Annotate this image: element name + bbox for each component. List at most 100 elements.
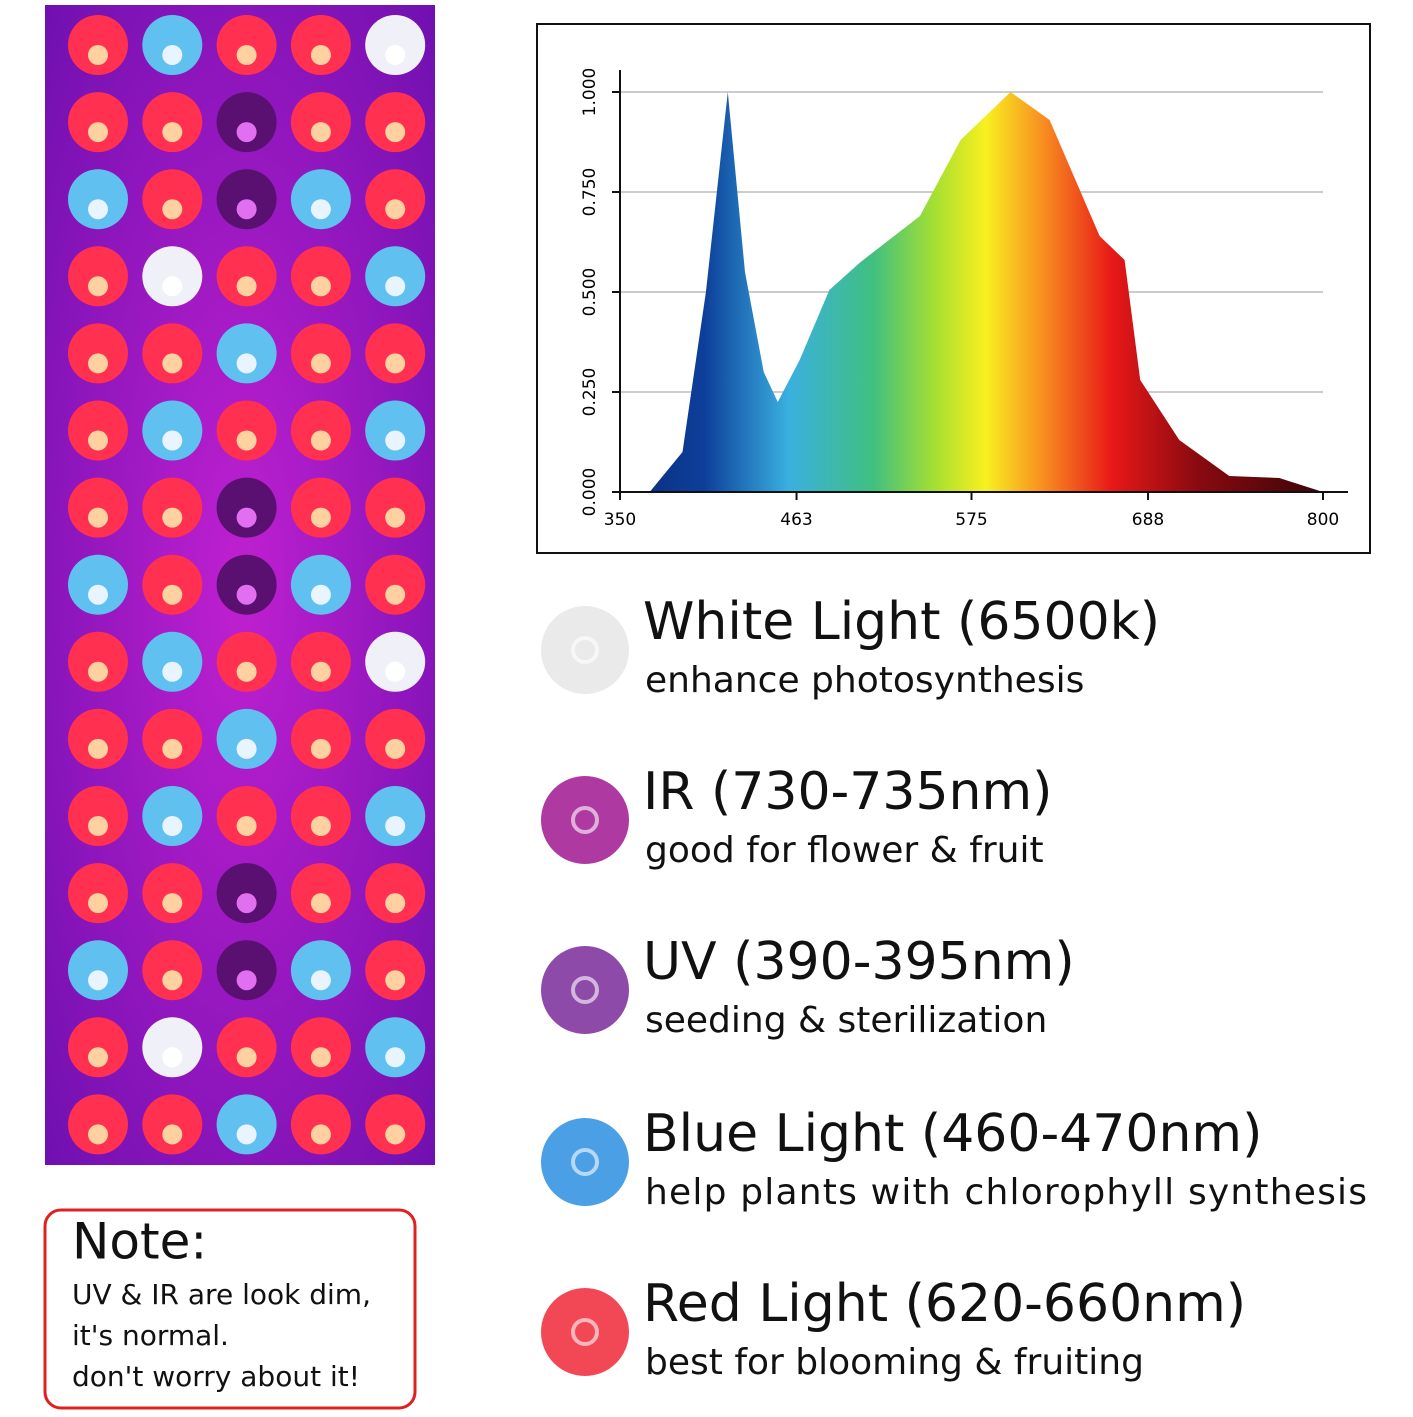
led-core	[88, 1124, 108, 1145]
led-core	[310, 430, 331, 451]
led-core	[162, 430, 183, 451]
led-core	[236, 816, 257, 836]
led-core	[88, 1047, 108, 1068]
spectrum-area	[620, 92, 1323, 492]
legend-title: UV (390-395nm)	[643, 932, 1075, 992]
led-core	[385, 1047, 406, 1068]
led-core	[385, 199, 406, 220]
legend-title: IR (730-735nm)	[643, 762, 1052, 822]
led-core	[236, 199, 257, 220]
legend-icon	[541, 946, 629, 1034]
led-core	[236, 661, 257, 682]
led-core	[385, 507, 406, 528]
note-line: it's normal.	[72, 1319, 229, 1352]
led-core	[310, 199, 331, 220]
led-core	[310, 816, 331, 836]
led-core	[385, 661, 406, 682]
led-core	[236, 45, 257, 65]
led-core	[162, 816, 183, 836]
led-core	[310, 1047, 331, 1068]
legend-icon-core	[571, 636, 599, 664]
led-core	[236, 276, 257, 297]
x-tick-label: 463	[780, 510, 812, 530]
legend-subtitle: best for blooming & fruiting	[645, 1342, 1144, 1383]
led-core	[88, 816, 108, 836]
led-core	[162, 584, 183, 605]
led-core	[385, 45, 406, 65]
led-core	[88, 353, 108, 374]
x-tick-label: 688	[1132, 510, 1164, 530]
led-core	[162, 45, 183, 65]
led-core	[236, 507, 257, 528]
legend-icon	[541, 606, 629, 694]
legend-icon-core	[571, 1318, 599, 1346]
led-core	[162, 122, 183, 143]
legend-title: White Light (6500k)	[643, 592, 1160, 652]
led-core	[385, 276, 406, 297]
led-core	[385, 430, 406, 451]
led-core	[385, 970, 406, 991]
led-core	[162, 738, 183, 759]
led-core	[162, 661, 183, 682]
led-core	[310, 893, 331, 914]
led-core	[88, 199, 108, 220]
led-core	[88, 45, 108, 65]
led-core	[88, 507, 108, 528]
note-title: Note:	[72, 1213, 207, 1271]
led-core	[385, 893, 406, 914]
led-core	[88, 430, 108, 451]
led-core	[385, 816, 406, 836]
led-core	[310, 45, 331, 65]
led-core	[310, 276, 331, 297]
led-core	[88, 970, 108, 991]
y-tick-label: 0.500	[580, 268, 600, 317]
led-core	[88, 893, 108, 914]
led-core	[310, 970, 331, 991]
led-core	[236, 353, 257, 374]
led-core	[236, 584, 257, 605]
y-tick-label: 1.000	[580, 68, 600, 117]
x-tick-label: 800	[1307, 510, 1339, 530]
y-tick-label: 0.000	[580, 468, 600, 517]
led-core	[236, 1047, 257, 1068]
legend-title: Red Light (620-660nm)	[643, 1274, 1246, 1334]
legend-icon	[541, 1118, 629, 1206]
legend-subtitle: enhance photosynthesis	[645, 660, 1084, 701]
led-core	[310, 353, 331, 374]
led-core	[162, 507, 183, 528]
led-core	[236, 122, 257, 143]
led-core	[310, 738, 331, 759]
x-tick-label: 350	[604, 510, 636, 530]
led-core	[162, 1124, 183, 1145]
led-core	[310, 1124, 331, 1145]
led-core	[88, 661, 108, 682]
y-tick-label: 0.750	[580, 168, 600, 217]
led-core	[162, 970, 183, 991]
led-core	[310, 584, 331, 605]
x-tick-label: 575	[955, 510, 987, 530]
note-line: don't worry about it!	[72, 1360, 360, 1393]
led-core	[88, 738, 108, 759]
led-core	[88, 276, 108, 297]
led-core	[162, 276, 183, 297]
led-core	[162, 353, 183, 374]
note-line: UV & IR are look dim,	[72, 1278, 371, 1311]
led-core	[310, 122, 331, 143]
led-core	[310, 661, 331, 682]
led-core	[236, 738, 257, 759]
legend-icon	[541, 776, 629, 864]
note-box	[43, 1208, 417, 1410]
legend-icon-core	[571, 1148, 599, 1176]
led-core	[385, 584, 406, 605]
led-core	[385, 353, 406, 374]
y-tick-label: 0.250	[580, 368, 600, 417]
led-core	[88, 584, 108, 605]
led-core	[236, 430, 257, 451]
legend-icon	[541, 1288, 629, 1376]
led-core	[310, 507, 331, 528]
led-core	[236, 970, 257, 991]
led-core	[162, 199, 183, 220]
led-core	[162, 893, 183, 914]
legend-title: Blue Light (460-470nm)	[643, 1104, 1262, 1164]
